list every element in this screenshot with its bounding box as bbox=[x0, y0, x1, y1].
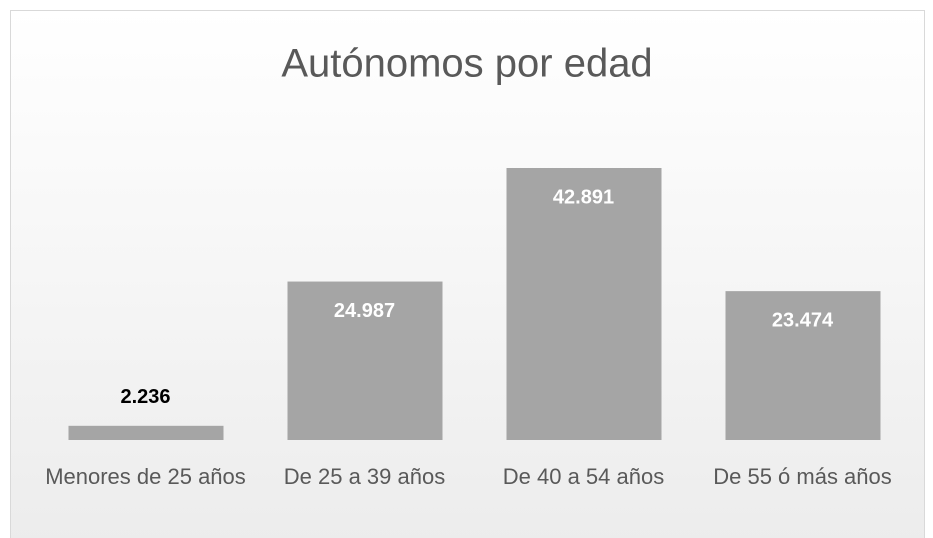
data-label: 23.474 bbox=[772, 309, 834, 331]
x-tick-label: De 55 ó más años bbox=[713, 464, 892, 489]
bar bbox=[68, 425, 224, 440]
chart-area bbox=[10, 10, 925, 538]
x-tick-label: De 25 a 39 años bbox=[284, 464, 445, 489]
bar bbox=[287, 281, 443, 440]
data-label: 42.891 bbox=[553, 186, 614, 208]
x-tick-label: Menores de 25 años bbox=[45, 464, 246, 489]
bar bbox=[725, 291, 881, 440]
bar bbox=[506, 168, 662, 440]
data-label: 2.236 bbox=[120, 386, 170, 408]
data-label: 24.987 bbox=[334, 300, 395, 322]
x-tick-label: De 40 a 54 años bbox=[503, 464, 664, 489]
chart-title: Autónomos por edad bbox=[281, 42, 652, 86]
